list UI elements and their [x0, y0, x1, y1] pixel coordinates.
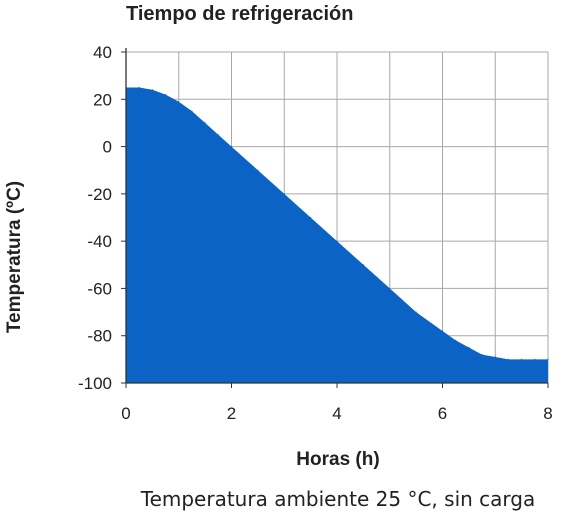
y-tick-label-7: -100	[78, 374, 112, 393]
chart-title: Tiempo de refrigeración	[126, 3, 353, 25]
y-tick-label-2: 0	[103, 138, 112, 157]
data-point-19	[481, 354, 483, 356]
data-point-5	[191, 110, 193, 112]
data-point-13	[362, 264, 364, 266]
data-point-4	[178, 101, 180, 103]
x-tick-label-1: 2	[227, 404, 236, 423]
data-point-20	[494, 356, 496, 358]
data-point-14	[389, 287, 391, 289]
data-point-2	[151, 89, 153, 91]
x-tick-label-0: 0	[121, 404, 130, 423]
data-point-23	[534, 358, 536, 360]
y-tick-label-6: -80	[87, 327, 112, 346]
x-axis-label: Horas (h)	[296, 449, 379, 470]
data-point-9	[257, 169, 259, 171]
x-tick-label-3: 6	[438, 404, 447, 423]
chart-subtitle: Temperatura ambiente 25 °C, sin carga	[140, 487, 535, 511]
y-tick-label-1: 20	[93, 90, 112, 109]
data-point-21	[507, 358, 509, 360]
data-point-6	[204, 122, 206, 124]
data-point-8	[230, 146, 233, 148]
data-point-11	[310, 216, 312, 219]
data-point-15	[415, 311, 417, 313]
y-tick-label-5: -60	[87, 279, 112, 298]
plot-area: 40 20 0 -20 -40 -60 -80 -100 0 2 4 6 8	[78, 43, 553, 423]
data-point-24	[547, 358, 549, 360]
y-tick-label-4: -40	[87, 232, 112, 251]
data-point-22	[521, 358, 523, 360]
data-point-10	[283, 193, 285, 195]
y-tick-label-0: 40	[93, 43, 112, 62]
data-point-1	[138, 86, 140, 89]
data-point-16	[441, 330, 444, 332]
data-point-12	[336, 240, 338, 242]
data-point-3	[165, 94, 167, 96]
y-axis-label: Temperatura (ºC)	[4, 181, 25, 333]
x-tick-label-4: 8	[543, 404, 552, 423]
area-series-0	[126, 87, 548, 383]
data-point-18	[468, 346, 470, 349]
data-point-17	[455, 339, 457, 341]
y-tick-label-3: -20	[87, 185, 112, 204]
x-tick-label-2: 4	[332, 404, 341, 423]
data-point-7	[217, 134, 219, 136]
